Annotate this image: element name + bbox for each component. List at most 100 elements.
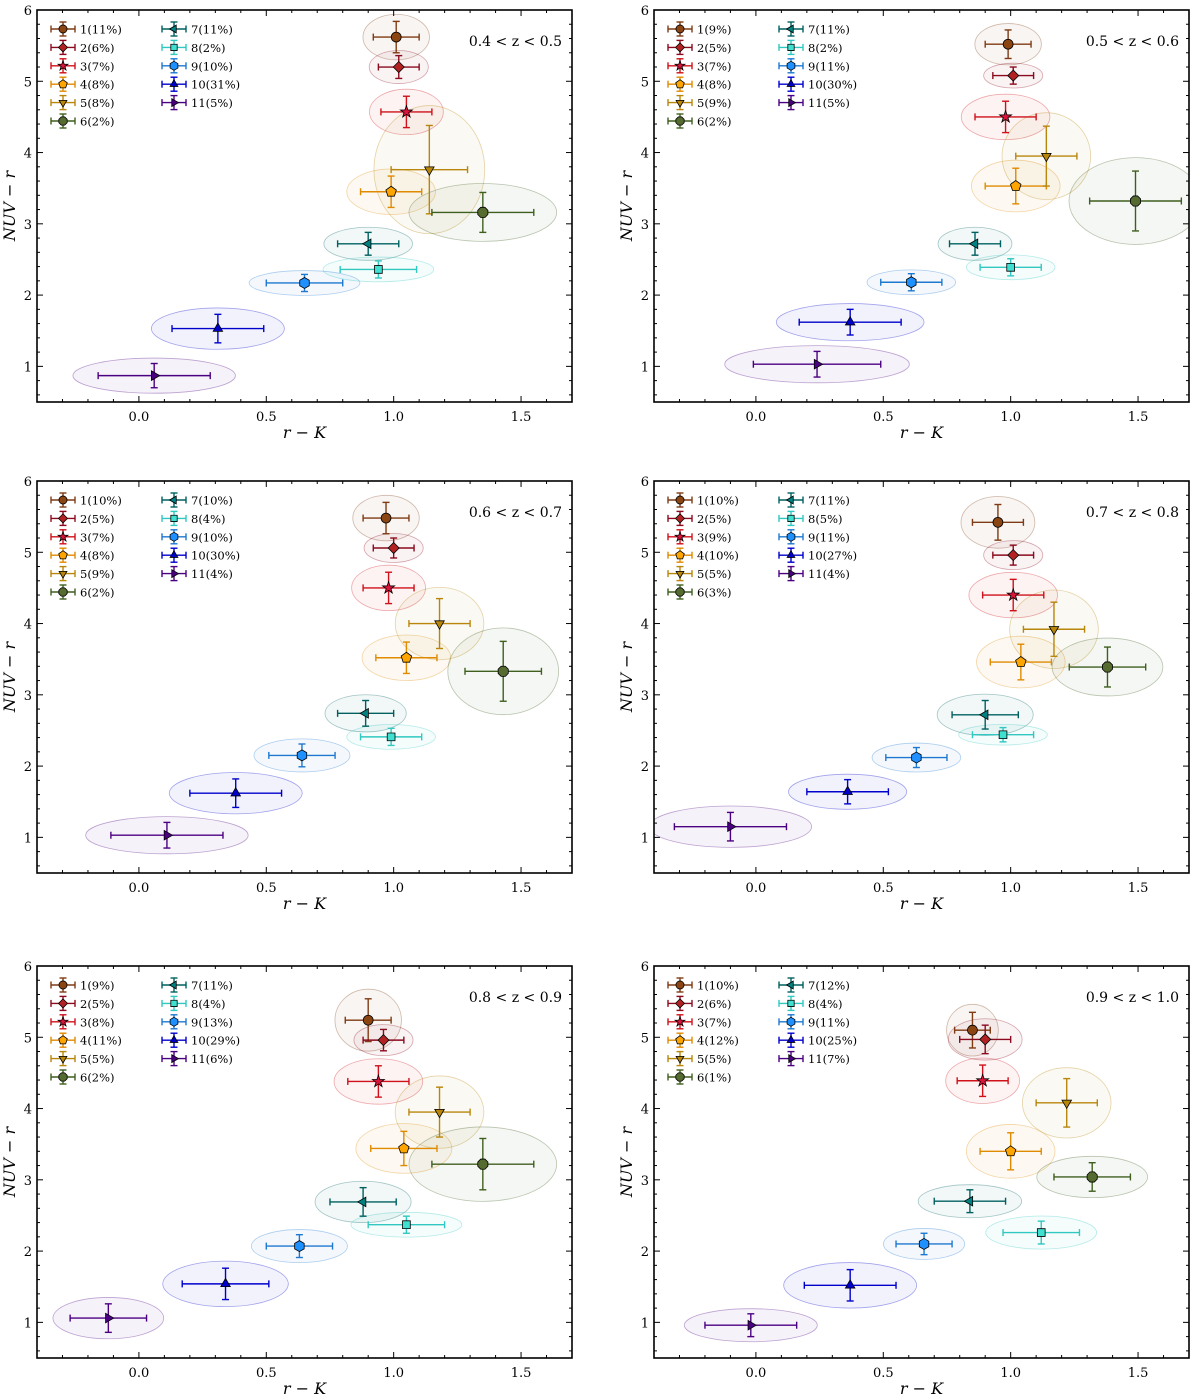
point-11 xyxy=(151,370,161,382)
legend-entry-5: 5(5%) xyxy=(50,1050,115,1067)
legend-entry-2: 2(5%) xyxy=(50,995,115,1012)
x-ticks: 0.0 0.5 1.0 1.5 xyxy=(61,481,548,896)
legend-label: 8(2%) xyxy=(808,41,843,55)
point-10 xyxy=(230,786,242,797)
y-ticks: 1 2 3 4 5 6 xyxy=(24,4,572,396)
point-1 xyxy=(390,31,402,43)
legend-label: 8(4%) xyxy=(191,512,226,526)
x-tick-label: 1.5 xyxy=(1128,881,1149,896)
legend-marker xyxy=(171,1054,180,1064)
y-axis-label: NUV − r xyxy=(0,641,19,714)
legend-entry-6: 6(2%) xyxy=(667,113,732,129)
y-tick-label: 3 xyxy=(641,1174,649,1189)
legend-entry-8: 8(5%) xyxy=(778,510,843,527)
x-ticks: 0.0 0.5 1.0 1.5 xyxy=(678,481,1165,896)
legend-marker xyxy=(170,43,178,51)
legend: 1(9%) 2(5%) 3(7%) 4(8%) 5(9%) 6(2%) 7(11%) 8(2%… xyxy=(667,21,857,129)
point-4 xyxy=(1010,180,1022,191)
legend-marker xyxy=(58,587,68,597)
legend-label: 4(8%) xyxy=(80,549,115,563)
legend-entry-7: 7(10%) xyxy=(161,492,233,508)
legend: 1(10%) 2(6%) 3(7%) 4(12%) 5(5%) 6(1%) 7(12%) 8(… xyxy=(667,977,857,1085)
point-6 xyxy=(477,206,489,218)
legend: 1(10%) 2(5%) 3(9%) 4(10%) 5(5%) 6(3%) 7(11%) 8(… xyxy=(667,492,857,600)
y-ticks: 1 2 3 4 5 6 xyxy=(24,475,572,867)
legend-marker xyxy=(674,998,686,1009)
legend-entry-9: 9(10%) xyxy=(161,58,233,74)
legend-marker xyxy=(168,980,177,990)
legend-entry-7: 7(11%) xyxy=(161,21,233,37)
point-7 xyxy=(361,238,372,250)
legend-entry-1: 1(9%) xyxy=(50,977,115,993)
legend-marker xyxy=(675,79,685,89)
legend-label: 8(5%) xyxy=(808,512,843,526)
legend-entry-9: 9(13%) xyxy=(161,1014,233,1030)
axes-frame xyxy=(36,480,573,874)
point-5 xyxy=(423,166,435,176)
legend-entry-8: 8(4%) xyxy=(161,995,226,1012)
y-tick-label: 6 xyxy=(24,475,32,490)
point-4 xyxy=(1015,656,1027,667)
point-4 xyxy=(1004,1145,1017,1157)
x-tick-label: 0.5 xyxy=(256,881,277,896)
point-7 xyxy=(978,709,989,721)
legend-label: 3(7%) xyxy=(697,59,732,73)
legend-label: 10(27%) xyxy=(808,549,857,563)
x-axis-label: r − K xyxy=(900,1379,944,1394)
x-tick-label: 1.0 xyxy=(1000,410,1021,425)
redshift-label: 0.5 < z < 0.6 xyxy=(1086,34,1179,50)
legend-label: 7(11%) xyxy=(808,23,850,37)
legend-label: 6(2%) xyxy=(697,115,732,129)
y-tick-label: 3 xyxy=(24,218,32,233)
legend-marker xyxy=(171,98,180,108)
legend-label: 11(4%) xyxy=(191,567,233,581)
panel-2: 0.0 0.5 1.0 1.5 1 2 3 4 5 6 r − K NUV − r 0.5 < z < … xyxy=(617,4,1190,442)
legend-entry-8: 8(4%) xyxy=(161,510,226,527)
legend-label: 3(8%) xyxy=(80,1015,115,1029)
redshift-label: 0.9 < z < 1.0 xyxy=(1086,990,1179,1006)
legend-entry-5: 5(5%) xyxy=(667,1050,732,1067)
legend-marker xyxy=(787,43,795,51)
point-10 xyxy=(842,785,854,795)
legend-label: 10(30%) xyxy=(808,78,857,92)
x-axis-label: r − K xyxy=(283,423,327,442)
x-tick-label: 0.0 xyxy=(746,410,767,425)
y-tick-label: 4 xyxy=(24,147,32,162)
legend-marker xyxy=(57,42,69,53)
legend-entry-11: 11(5%) xyxy=(161,94,233,111)
data-points xyxy=(69,998,535,1334)
legend-label: 7(11%) xyxy=(191,979,233,993)
legend-marker xyxy=(58,550,68,560)
x-tick-label: 0.0 xyxy=(129,410,150,425)
legend-entry-1: 1(10%) xyxy=(50,492,122,508)
x-tick-label: 0.5 xyxy=(873,410,894,425)
legend: 1(10%) 2(5%) 3(7%) 4(8%) 5(9%) 6(2%) 7(10%) 8(4… xyxy=(50,492,240,600)
legend-label: 6(3%) xyxy=(697,586,732,600)
legend-marker xyxy=(58,99,68,108)
legend-entry-11: 11(5%) xyxy=(778,94,850,111)
legend-entry-1: 1(9%) xyxy=(667,21,732,37)
legend-entry-10: 10(29%) xyxy=(161,1032,240,1048)
redshift-label: 0.6 < z < 0.7 xyxy=(469,505,562,521)
point-8 xyxy=(1006,263,1015,272)
legend-entry-11: 11(6%) xyxy=(161,1050,233,1067)
legend-entry-3: 3(7%) xyxy=(667,58,732,74)
point-5 xyxy=(1061,1099,1073,1110)
legend-marker xyxy=(786,1016,796,1027)
legend-marker xyxy=(785,495,794,505)
y-axis-label: NUV − r xyxy=(617,641,636,714)
x-tick-label: 0.5 xyxy=(256,410,277,425)
axes-frame xyxy=(653,480,1190,874)
y-tick-label: 5 xyxy=(24,75,32,90)
legend-label: 1(10%) xyxy=(697,979,739,993)
legend-label: 4(10%) xyxy=(697,549,739,563)
legend-label: 4(12%) xyxy=(697,1034,739,1048)
legend-marker xyxy=(58,570,68,579)
y-tick-label: 6 xyxy=(641,960,649,975)
legend-label: 9(11%) xyxy=(808,530,850,544)
legend-marker xyxy=(169,1034,179,1043)
legend-label: 9(11%) xyxy=(808,59,850,73)
point-9 xyxy=(918,1237,930,1250)
legend-marker xyxy=(786,1034,796,1043)
